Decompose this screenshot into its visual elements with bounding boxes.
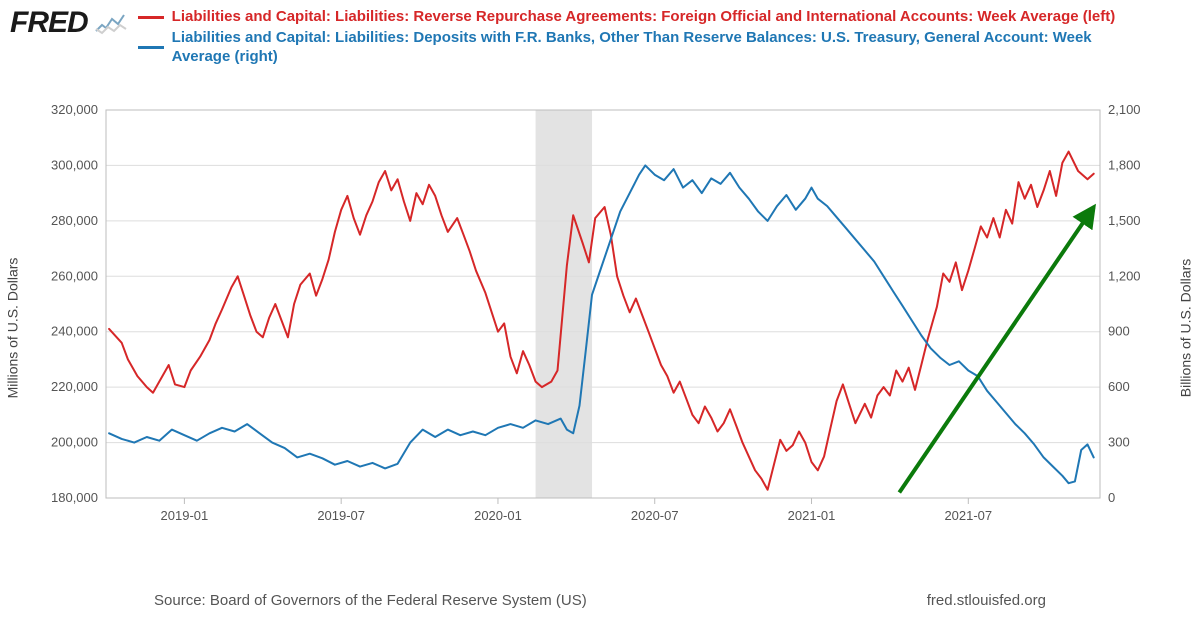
svg-text:2019-07: 2019-07 [317,508,365,523]
source-text: Source: Board of Governors of the Federa… [154,592,587,609]
svg-text:2021-07: 2021-07 [944,508,992,523]
svg-text:900: 900 [1108,324,1130,339]
svg-text:300,000: 300,000 [51,157,98,172]
fred-logo-text: FRED [10,6,88,40]
svg-text:1,800: 1,800 [1108,157,1141,172]
legend-swatch-2 [138,46,164,49]
svg-text:2020-01: 2020-01 [474,508,522,523]
svg-text:2020-07: 2020-07 [631,508,679,523]
svg-text:2021-01: 2021-01 [788,508,836,523]
chart-legend: Liabilities and Capital: Liabilities: Re… [138,6,1148,66]
svg-text:260,000: 260,000 [51,268,98,283]
svg-text:200,000: 200,000 [51,435,98,450]
y-axis-right-title: Billions of U.S. Dollars [1177,259,1193,398]
svg-text:2019-01: 2019-01 [161,508,209,523]
svg-text:180,000: 180,000 [51,490,98,505]
legend-label-2: Liabilities and Capital: Liabilities: De… [172,29,1148,67]
legend-item-1: Liabilities and Capital: Liabilities: Re… [138,8,1148,27]
chart-svg: 180,000 200,000 220,000 240,000 260,000 280,0… [28,100,1172,560]
svg-text:2,100: 2,100 [1108,102,1141,117]
legend-item-2: Liabilities and Capital: Liabilities: De… [138,29,1148,67]
svg-text:600: 600 [1108,379,1130,394]
chart-footer: Source: Board of Governors of the Federa… [0,592,1200,609]
chart-area: Millions of U.S. Dollars Billions of U.S… [28,100,1172,560]
svg-text:320,000: 320,000 [51,102,98,117]
fred-logo: FRED [10,6,130,40]
svg-text:220,000: 220,000 [51,379,98,394]
svg-text:1,200: 1,200 [1108,268,1141,283]
svg-text:280,000: 280,000 [51,213,98,228]
svg-text:300: 300 [1108,435,1130,450]
site-text: fred.stlouisfed.org [927,592,1046,609]
svg-text:240,000: 240,000 [51,324,98,339]
legend-swatch-1 [138,16,164,19]
fred-logo-chart-icon [94,11,130,35]
chart-header: FRED Liabilities and Capital: Liabilitie… [10,6,1190,66]
y-axis-left-title: Millions of U.S. Dollars [4,258,20,399]
svg-text:1,500: 1,500 [1108,213,1141,228]
legend-label-1: Liabilities and Capital: Liabilities: Re… [172,8,1116,27]
svg-text:0: 0 [1108,490,1115,505]
